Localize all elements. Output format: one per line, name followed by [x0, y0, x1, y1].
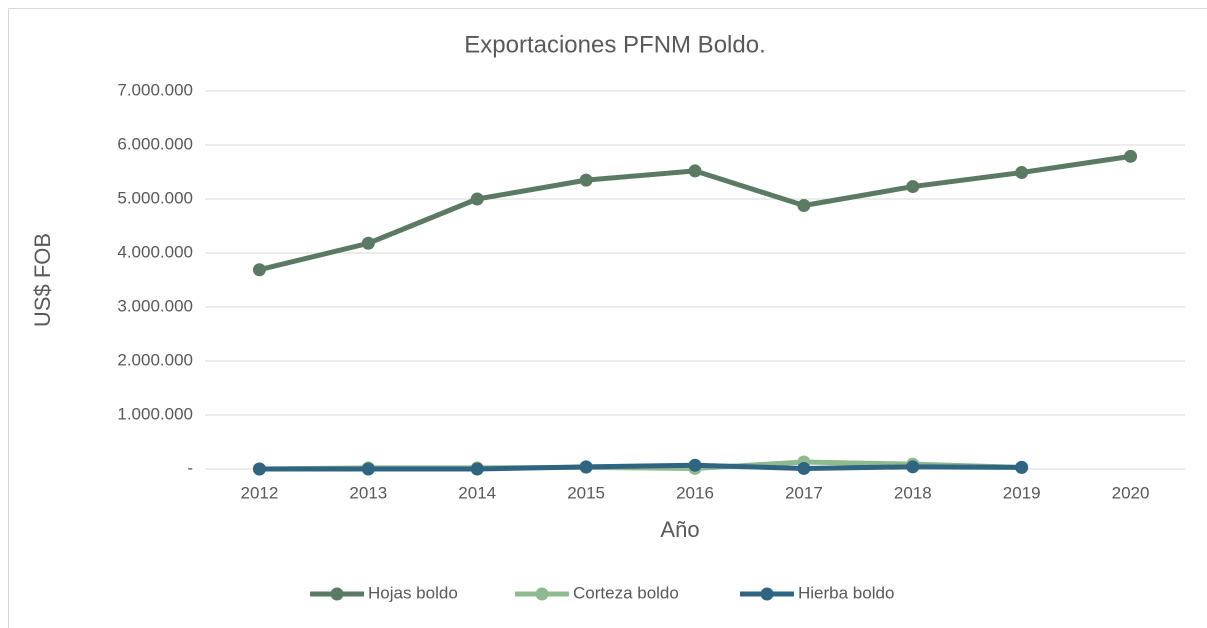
- x-tick-label: 2019: [1003, 483, 1041, 502]
- y-axis-label: US$ FOB: [30, 233, 55, 327]
- legend-marker: [760, 587, 774, 601]
- chart-title: Exportaciones PFNM Boldo.: [464, 31, 765, 58]
- x-tick-label: 2014: [458, 483, 496, 502]
- data-point: [688, 458, 702, 472]
- data-point: [797, 461, 811, 475]
- data-point: [906, 460, 920, 474]
- x-tick-label: 2016: [676, 483, 714, 502]
- data-point: [1015, 166, 1029, 180]
- data-point: [361, 462, 375, 476]
- data-point: [688, 164, 702, 178]
- data-point: [1015, 460, 1029, 474]
- x-tick-label: 2018: [894, 483, 932, 502]
- y-tick-label: 3.000.000: [117, 296, 193, 315]
- data-point: [252, 462, 266, 476]
- y-tick-label: 7.000.000: [117, 80, 193, 99]
- data-point: [252, 263, 266, 277]
- data-point: [579, 460, 593, 474]
- legend-label: Corteza boldo: [573, 583, 679, 602]
- data-point: [579, 173, 593, 187]
- data-point: [470, 192, 484, 206]
- x-tick-label: 2012: [241, 483, 279, 502]
- legend-label: Hojas boldo: [368, 583, 458, 602]
- y-tick-label: 6.000.000: [117, 134, 193, 153]
- data-point: [470, 462, 484, 476]
- legend-marker: [535, 587, 549, 601]
- y-tick-label: -: [187, 458, 193, 477]
- y-tick-label: 4.000.000: [117, 242, 193, 261]
- x-tick-label: 2020: [1112, 483, 1150, 502]
- x-axis-label: Año: [660, 517, 699, 542]
- x-tick-label: 2017: [785, 483, 823, 502]
- data-point: [797, 198, 811, 212]
- data-point: [1124, 149, 1138, 163]
- data-point: [361, 236, 375, 250]
- legend-label: Hierba boldo: [798, 583, 894, 602]
- y-tick-label: 1.000.000: [117, 404, 193, 423]
- x-tick-label: 2015: [567, 483, 605, 502]
- legend-marker: [330, 587, 344, 601]
- series-line: [259, 462, 1022, 472]
- y-tick-label: 5.000.000: [117, 188, 193, 207]
- chart-frame: [8, 8, 1207, 628]
- data-point: [906, 180, 920, 194]
- x-tick-label: 2013: [349, 483, 387, 502]
- y-tick-label: 2.000.000: [117, 350, 193, 369]
